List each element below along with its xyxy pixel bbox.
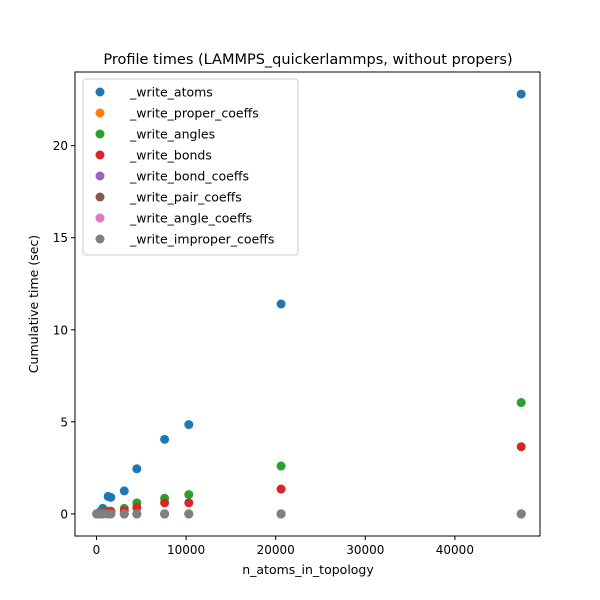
data-point (119, 509, 129, 519)
data-point (516, 509, 526, 519)
data-point (184, 509, 194, 519)
data-point (184, 498, 194, 508)
y-tick-label: 5 (60, 415, 68, 429)
x-tick-label: 20000 (257, 543, 295, 557)
y-axis-ticks: 0 5 10 15 20 (53, 139, 75, 521)
data-point (160, 509, 170, 519)
y-tick-label: 10 (53, 323, 68, 337)
y-tick-label: 20 (53, 139, 68, 153)
y-tick-label: 0 (60, 507, 68, 521)
legend-marker (95, 213, 105, 223)
data-point (132, 502, 142, 512)
data-point (276, 461, 286, 471)
data-point (106, 509, 116, 519)
legend-box (82, 78, 299, 256)
legend-label: _write_angles (129, 127, 215, 142)
y-tick-label: 15 (53, 231, 68, 245)
legend-marker (95, 108, 105, 118)
data-point (276, 484, 286, 494)
legend-label: _write_atoms (129, 85, 213, 100)
data-point (119, 486, 129, 496)
legend-marker (95, 129, 105, 139)
legend-label: _write_bonds (129, 148, 212, 163)
data-point (516, 398, 526, 408)
chart-title: Profile times (LAMMPS_quickerlammps, wit… (103, 52, 512, 68)
data-point (106, 492, 116, 502)
data-point (160, 434, 170, 444)
legend-marker (95, 192, 105, 202)
data-point (184, 490, 194, 500)
data-point (160, 498, 170, 508)
legend-label: _write_angle_coeffs (129, 211, 252, 226)
data-point (132, 509, 142, 519)
legend-marker (95, 87, 105, 97)
legend-label: _write_proper_coeffs (129, 106, 259, 121)
data-point (132, 464, 142, 474)
series-write-improper-coeffs (92, 509, 526, 519)
x-axis-ticks: 0 10000 20000 30000 40000 (93, 536, 474, 557)
data-point (184, 420, 194, 430)
scatter-marks (92, 89, 526, 519)
x-tick-label: 10000 (167, 543, 205, 557)
x-tick-label: 30000 (346, 543, 384, 557)
data-point (516, 442, 526, 452)
legend-label: _write_improper_coeffs (129, 232, 274, 247)
legend: _write_atoms _write_proper_coeffs _write_a… (82, 78, 299, 256)
legend-label: _write_pair_coeffs (129, 190, 242, 205)
legend-marker (95, 171, 105, 181)
legend-marker (95, 234, 105, 244)
data-point (276, 299, 286, 309)
legend-marker (95, 150, 105, 160)
x-axis-label: n_atoms_in_topology (242, 562, 374, 577)
data-point (516, 89, 526, 99)
x-tick-label: 40000 (436, 543, 474, 557)
x-tick-label: 0 (93, 543, 101, 557)
data-point (276, 509, 286, 519)
y-axis-label: Cumulative time (sec) (26, 235, 41, 373)
legend-label: _write_bond_coeffs (129, 169, 249, 184)
plot-frame (74, 71, 541, 537)
